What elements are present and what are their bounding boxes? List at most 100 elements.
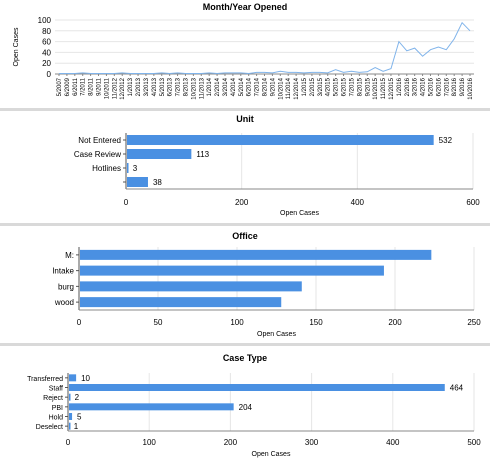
x-axis-label: Open Cases bbox=[257, 331, 296, 338]
x-tick-label: 6/2016 bbox=[436, 77, 442, 96]
y-tick-label: 80 bbox=[42, 27, 51, 36]
x-tick-label: 12/2014 bbox=[294, 77, 300, 99]
bar bbox=[69, 384, 445, 391]
bar bbox=[69, 422, 71, 430]
category-label: burg bbox=[58, 282, 74, 291]
data-label: 5 bbox=[77, 413, 82, 422]
x-tick-label: 10/2011 bbox=[104, 77, 110, 99]
data-label: 113 bbox=[196, 150, 209, 159]
bar bbox=[127, 149, 192, 159]
y-tick-label: 0 bbox=[47, 70, 52, 79]
data-label: 1 bbox=[74, 422, 79, 431]
x-tick-label: 11/2013 bbox=[199, 77, 205, 99]
case-type-chart: Case Type 0 100 200 300 400 500 Open Cases Trans… bbox=[27, 353, 481, 458]
x-tick-label: 400 bbox=[351, 198, 365, 207]
bar bbox=[69, 393, 71, 401]
bar bbox=[127, 177, 148, 187]
bar bbox=[80, 297, 282, 308]
x-tick-label: 0 bbox=[77, 318, 82, 327]
x-tick-label: 11/2015 bbox=[381, 77, 387, 99]
data-label: 204 bbox=[239, 403, 253, 412]
x-tick-label: 200 bbox=[235, 198, 249, 207]
y-axis-label: Open Cases bbox=[13, 27, 20, 66]
x-tick-label: 12/2012 bbox=[120, 77, 126, 99]
x-tick-label: 12/2015 bbox=[389, 77, 395, 99]
chart-title: Office bbox=[232, 231, 258, 241]
x-tick-label: 5/2016 bbox=[428, 77, 434, 96]
x-axis-label: Open Cases bbox=[252, 451, 291, 458]
x-tick-label: 3/2013 bbox=[144, 77, 150, 96]
y-tick-label: 60 bbox=[42, 38, 51, 47]
line-chart-panel: Month/Year Opened Open Cases 0 20 40 60 80 100 5… bbox=[0, 0, 490, 108]
x-tick-label: 5/2013 bbox=[160, 77, 166, 96]
data-label: 464 bbox=[450, 384, 464, 393]
x-tick-label: 9/2016 bbox=[460, 77, 466, 96]
x-tick-label: 1/2013 bbox=[128, 77, 134, 96]
bar bbox=[80, 249, 432, 260]
category-label: Case Review bbox=[74, 150, 121, 159]
x-tick-label: 6/2011 bbox=[73, 77, 79, 96]
office-chart-panel: Office 0 50 100 150 200 250 Open Cases M: Intake b… bbox=[0, 226, 490, 342]
x-tick-label: 300 bbox=[305, 438, 319, 447]
chart-title: Unit bbox=[236, 114, 254, 124]
x-tick-label: 2/2014 bbox=[215, 77, 221, 96]
x-tick-label: 8/2013 bbox=[183, 77, 189, 96]
x-tick-label: 0 bbox=[124, 198, 129, 207]
x-tick-label: 1/2016 bbox=[397, 77, 403, 96]
x-tick-label: 100 bbox=[143, 438, 157, 447]
bar bbox=[127, 135, 434, 145]
category-label: Reject bbox=[43, 395, 63, 402]
category-label: Deselect bbox=[36, 424, 63, 431]
unit-chart-panel: Unit 0 200 400 600 Open Cases Not Entered 532 Ca… bbox=[0, 111, 490, 221]
data-label: 10 bbox=[81, 374, 90, 383]
x-tick-label: 4/2015 bbox=[326, 77, 332, 96]
category-label: PBI bbox=[52, 405, 63, 412]
category-label: Transferred bbox=[27, 376, 63, 383]
y-tick-label: 20 bbox=[42, 59, 51, 68]
x-tick-label: 10/2014 bbox=[278, 77, 284, 99]
x-tick-label: 10/2015 bbox=[373, 77, 379, 99]
category-label: M: bbox=[65, 251, 74, 260]
x-tick-label: 9/2011 bbox=[97, 77, 103, 96]
x-tick-label: 10/2016 bbox=[468, 77, 474, 99]
x-tick-label: 8/2014 bbox=[263, 77, 269, 96]
x-tick-label: 1/2014 bbox=[207, 77, 213, 96]
x-tick-label: 7/2016 bbox=[444, 77, 450, 96]
data-label: 2 bbox=[75, 393, 80, 402]
x-tick-label: 2/2015 bbox=[310, 77, 316, 96]
bar bbox=[80, 281, 302, 292]
x-tick-label: 4/2013 bbox=[152, 77, 158, 96]
panel-divider bbox=[0, 108, 490, 111]
data-label: 38 bbox=[153, 178, 162, 187]
x-tick-label: 5/2014 bbox=[239, 77, 245, 96]
x-tick-label: 400 bbox=[386, 438, 400, 447]
x-tick-label: 0 bbox=[66, 438, 71, 447]
data-label: 532 bbox=[439, 136, 453, 145]
x-tick-label: 200 bbox=[388, 318, 402, 327]
x-tick-label: 11/2014 bbox=[286, 77, 292, 99]
x-tick-label: 3/2015 bbox=[318, 77, 324, 96]
bar bbox=[69, 413, 73, 420]
x-tick-label: 600 bbox=[466, 198, 480, 207]
chart-title: Case Type bbox=[223, 353, 267, 363]
x-tick-label: 9/2015 bbox=[365, 77, 371, 96]
x-tick-label: 500 bbox=[467, 438, 481, 447]
x-tick-label: 7/2011 bbox=[81, 77, 87, 96]
panel-divider bbox=[0, 343, 490, 346]
x-tick-label: 6/2013 bbox=[168, 77, 174, 96]
bar bbox=[69, 403, 234, 411]
x-tick-label: 250 bbox=[467, 318, 481, 327]
category-label: Staff bbox=[49, 386, 63, 393]
x-tick-label: 3/2014 bbox=[223, 77, 229, 96]
category-label: Hotlines bbox=[92, 164, 121, 173]
x-tick-label: 8/2011 bbox=[89, 77, 95, 96]
x-tick-label: 6/2014 bbox=[247, 77, 253, 96]
x-tick-label: 6/2009 bbox=[65, 77, 71, 96]
x-tick-label: 8/2016 bbox=[452, 77, 458, 96]
panel-divider bbox=[0, 223, 490, 226]
case-type-chart-panel: Case Type 0 100 200 300 400 500 Open Cases Trans… bbox=[0, 346, 490, 461]
x-tick-label: 7/2014 bbox=[255, 77, 261, 96]
x-tick-label: 10/2013 bbox=[191, 77, 197, 99]
category-label: Intake bbox=[52, 267, 74, 276]
x-tick-label: 50 bbox=[154, 318, 163, 327]
